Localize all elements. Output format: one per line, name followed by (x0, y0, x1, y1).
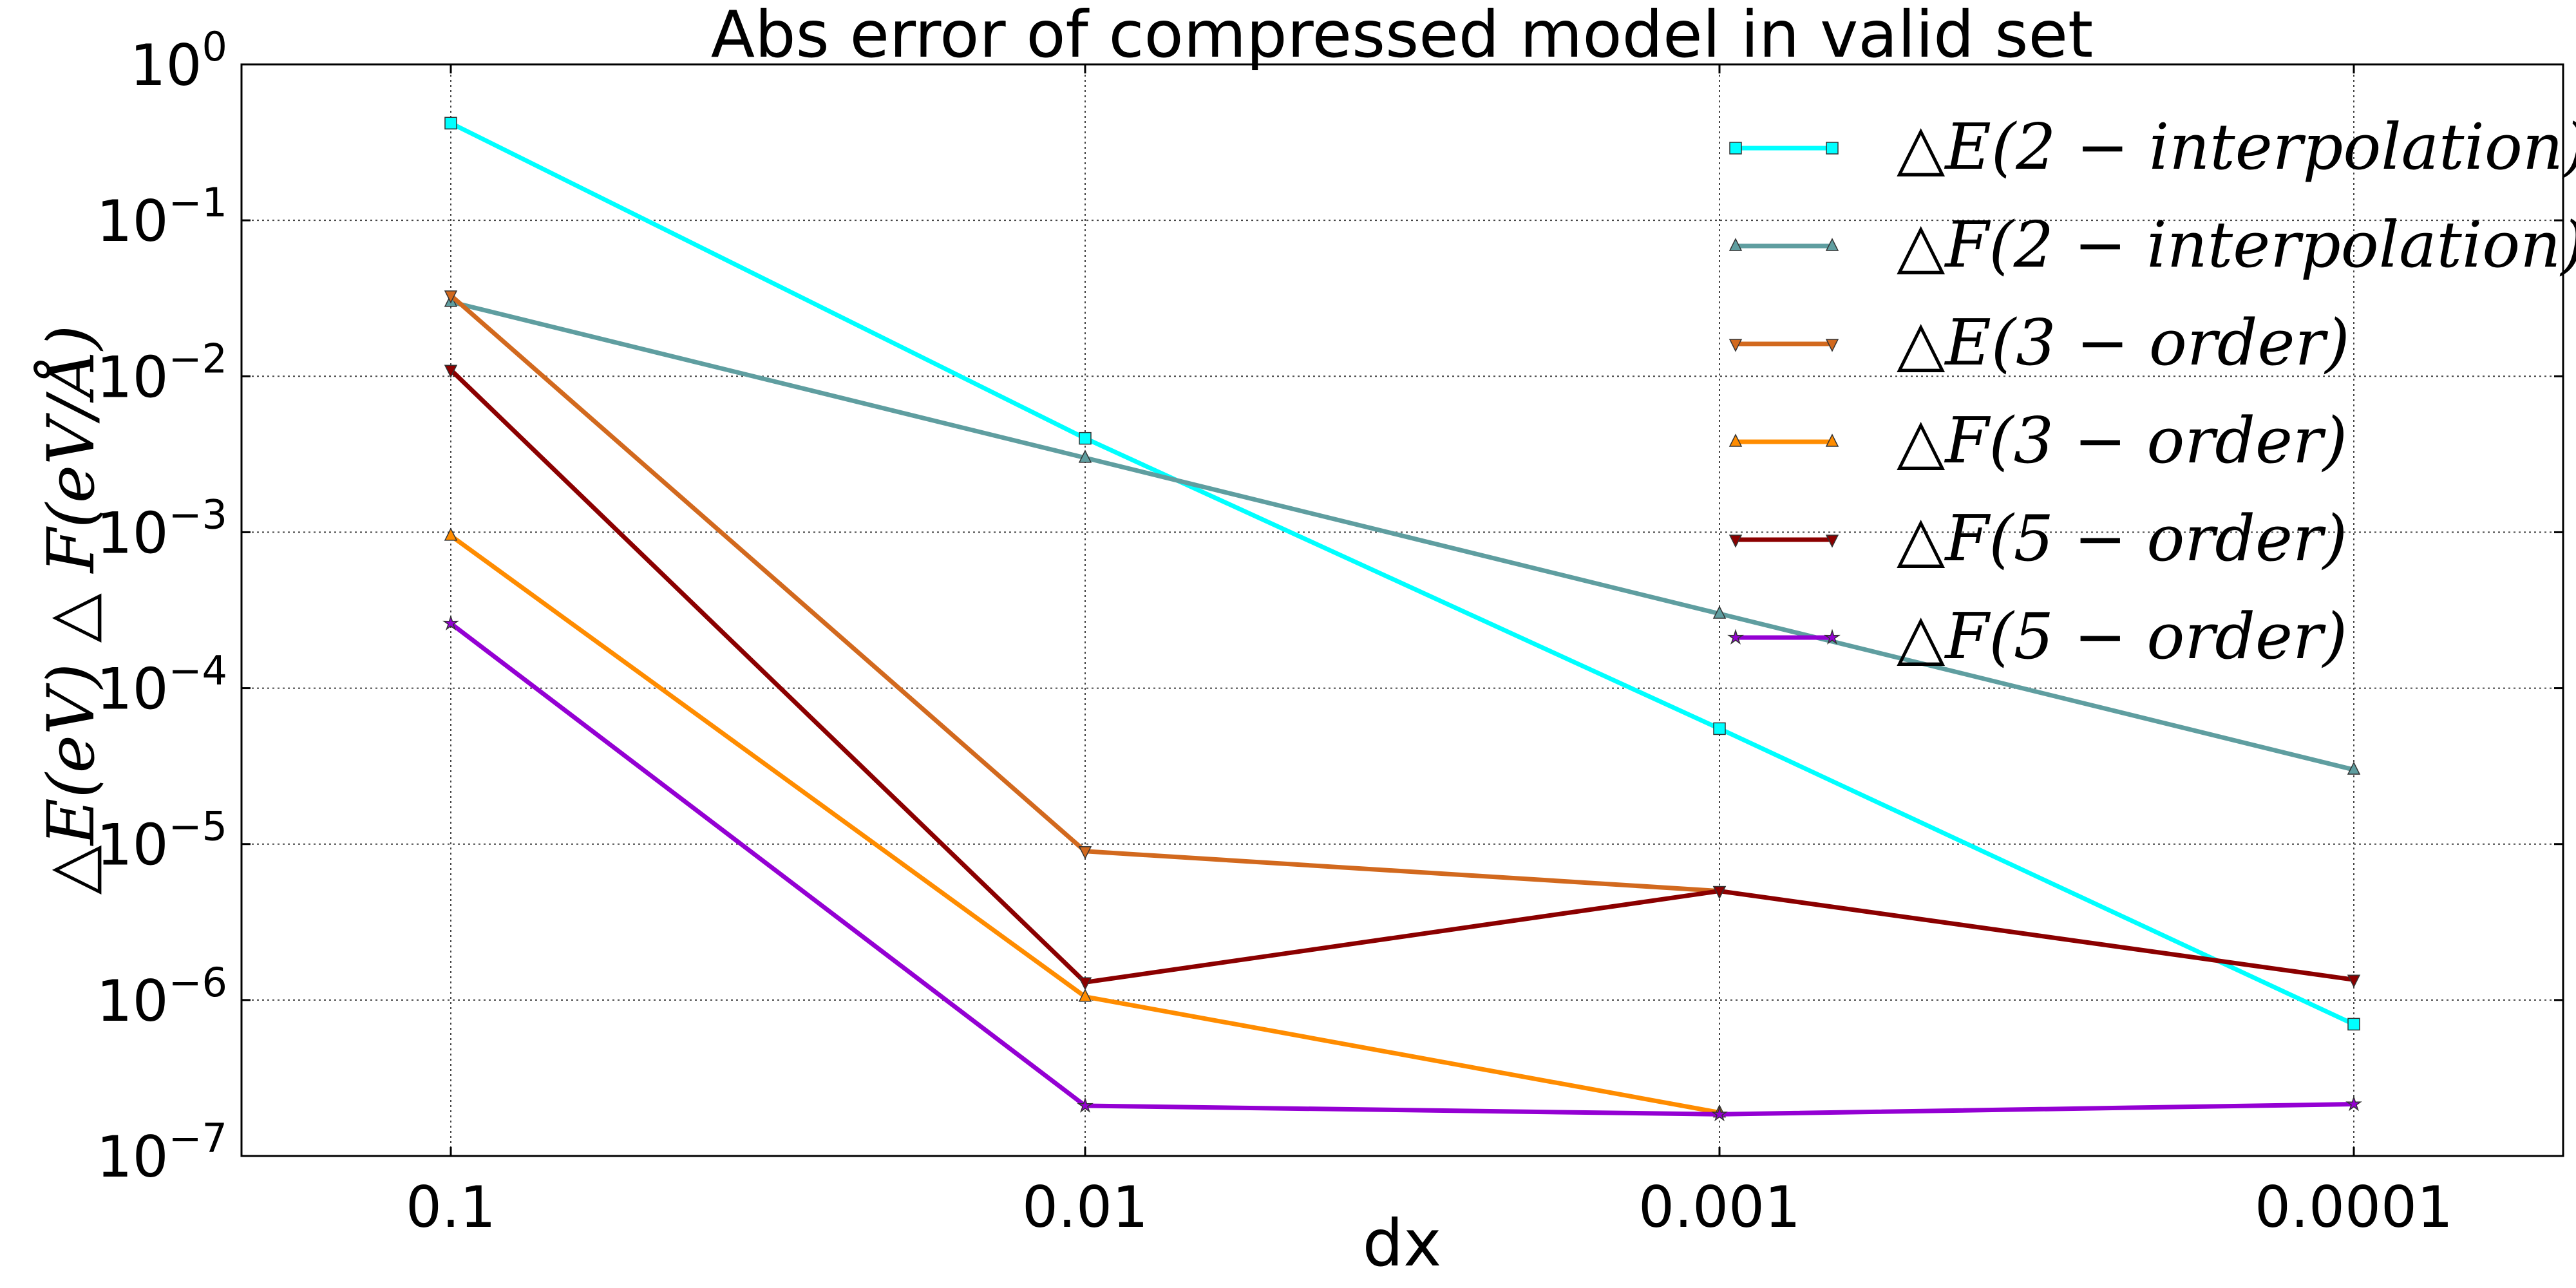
legend-label: △F(2 − interpolation) (1897, 209, 2576, 282)
legend-marker (1729, 142, 1742, 155)
y-tick-label: 10−4 (97, 647, 227, 723)
legend-marker (1825, 433, 1839, 447)
data-point (1077, 1097, 1094, 1113)
legend-label: △E(3 − order) (1897, 307, 2350, 380)
data-point (1713, 722, 1726, 735)
legend: △E(2 − interpolation) △F(2 − interpolatio… (1727, 111, 2576, 674)
plot-area-frame (240, 63, 2564, 1157)
y-tick-base: 10 (97, 968, 169, 1034)
data-point (444, 290, 458, 304)
legend-label: △F(3 − order) (1897, 404, 2347, 478)
y-tick-label: 100 (130, 23, 227, 99)
data-point (1078, 989, 1092, 1002)
data-point (2345, 1095, 2362, 1112)
legend-item: △F(3 − order) (1728, 404, 2347, 478)
y-tick-base: 10 (97, 656, 169, 723)
y-tick-exponent: −6 (169, 959, 227, 1006)
x-tick-label: 0.1 (406, 1174, 496, 1240)
x-tick-label: 0.001 (1638, 1174, 1801, 1240)
legend-marker (1825, 339, 1839, 352)
data-point (444, 365, 458, 378)
y-tick-label: 10−7 (97, 1115, 227, 1190)
data-point (2347, 1018, 2360, 1031)
y-tick-exponent: −4 (169, 647, 227, 694)
x-tick-label: 0.01 (1022, 1174, 1148, 1240)
legend-marker (1728, 433, 1743, 447)
data-point (2347, 761, 2361, 775)
y-tick-base: 10 (97, 812, 169, 878)
data-point (1711, 1105, 1728, 1122)
legend-marker (1728, 339, 1743, 352)
y-tick-exponent: −1 (169, 179, 227, 226)
data-point (1078, 977, 1092, 990)
series-layer (442, 117, 2362, 1122)
y-tick-label: 10−2 (97, 335, 227, 410)
y-tick-exponent: −3 (169, 491, 227, 538)
legend-item: △F(2 − interpolation) (1728, 209, 2576, 282)
legend-marker (1728, 535, 1743, 548)
y-tick-base: 10 (97, 188, 169, 254)
legend-marker (1824, 629, 1841, 645)
y-tick-base: 10 (97, 1124, 169, 1190)
legend-marker (1825, 238, 1839, 251)
series-2 (444, 294, 2361, 775)
y-tick-label: 10−6 (97, 959, 227, 1034)
y-axis-label: △E(eV) △ F(eV/Å) (33, 325, 109, 895)
y-tick-exponent: 0 (202, 23, 227, 70)
series-5 (444, 365, 2361, 990)
x-tick-label: 0.0001 (2255, 1174, 2453, 1240)
y-tick-exponent: −2 (169, 335, 227, 382)
data-point (444, 117, 457, 129)
y-tick-base: 10 (130, 32, 202, 99)
legend-marker (1825, 535, 1839, 548)
data-point (1712, 886, 1727, 900)
legend-marker (1826, 142, 1839, 155)
legend-marker (1728, 238, 1743, 251)
y-tick-base: 10 (97, 344, 169, 410)
legend-marker (1727, 629, 1744, 645)
legend-label: △F(5 − order) (1897, 502, 2347, 576)
data-point (1712, 605, 1727, 619)
y-tick-label: 10−5 (97, 803, 227, 878)
chart-title: Abs error of compressed model in valid s… (711, 0, 2094, 72)
legend-item: △F(5 − order) (1728, 502, 2347, 576)
data-point (1078, 450, 1092, 463)
series-line (449, 368, 2354, 985)
y-tick-exponent: −7 (169, 1115, 227, 1162)
data-point (1079, 431, 1092, 445)
data-point (2347, 974, 2361, 988)
legend-label: △E(2 − interpolation) (1897, 111, 2576, 184)
data-point (1078, 846, 1092, 860)
legend-label: △F(5 − order) (1897, 600, 2347, 674)
y-tick-label: 10−1 (97, 179, 227, 254)
legend-item: △E(3 − order) (1728, 307, 2350, 380)
data-point (444, 527, 458, 541)
series-line (450, 299, 2354, 772)
x-axis-ticks: 0.1 0.01 0.001 0.0001 (406, 64, 2453, 1240)
data-point (442, 614, 459, 631)
legend-item: △F(5 − order) (1727, 600, 2347, 674)
series-line (450, 121, 2355, 1027)
y-tick-label: 10−3 (97, 491, 227, 566)
grid (242, 64, 2563, 1156)
legend-item: △E(2 − interpolation) (1729, 111, 2576, 184)
series-line (449, 621, 2354, 1117)
x-axis-label: dx (1363, 1206, 1442, 1281)
y-tick-base: 10 (97, 500, 169, 566)
series-6 (442, 614, 2362, 1122)
series-1 (444, 117, 2360, 1031)
y-tick-exponent: −5 (169, 803, 227, 850)
